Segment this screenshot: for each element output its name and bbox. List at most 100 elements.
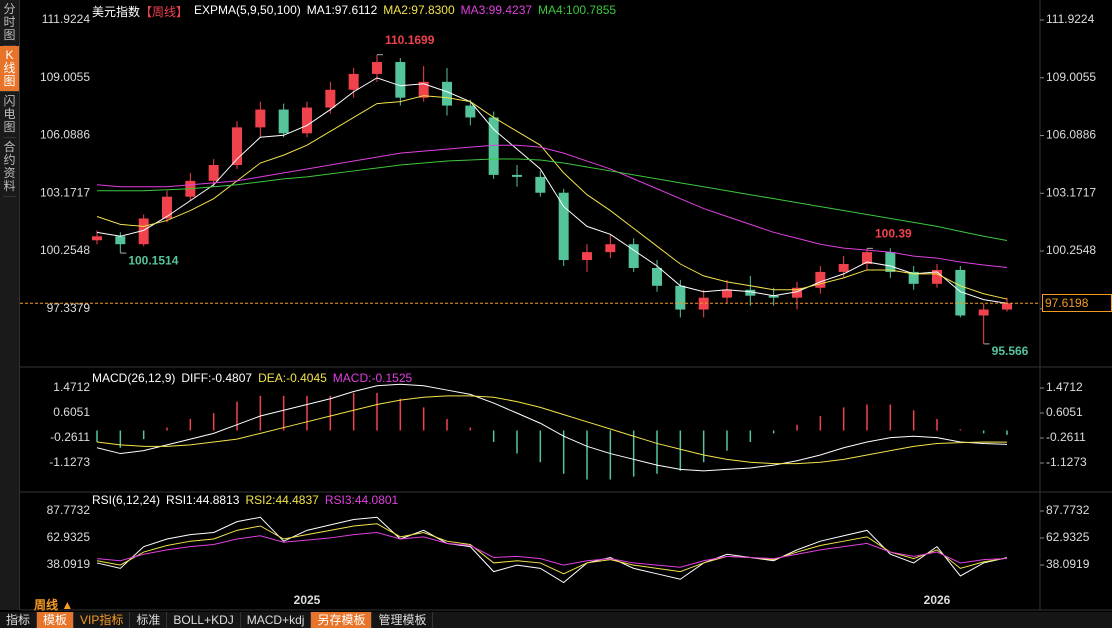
candle-body: [535, 176, 546, 193]
rsi-header: RSI(6,12,24) RSI1:44.8813 RSI2:44.4837 RSI…: [92, 493, 398, 507]
candle-body: [675, 285, 686, 310]
period: 【周线】: [140, 5, 189, 19]
indicator: EXPMA(5,9,50,100): [194, 3, 301, 17]
candle-body: [348, 73, 359, 90]
candle-body: [488, 117, 499, 175]
legend-entry: MA3:99.4237: [460, 3, 533, 17]
y-tick-label-right: 87.7732: [1046, 503, 1090, 517]
annotation: 100.39: [875, 227, 912, 241]
series-line: [96, 95, 1008, 300]
legend-entry: RSI2:44.4837: [245, 493, 319, 507]
candle-body: [815, 271, 826, 288]
y-tick-label-right: 109.0055: [1046, 70, 1096, 84]
toolbar-tab[interactable]: 另存模板: [311, 612, 373, 628]
chart: 111.9224 111.9224 109.0055 109.0055 106.0886…: [20, 0, 1112, 611]
y-tick-label-right: 100.2548: [1046, 243, 1096, 257]
legend-entry: DEA:-0.4045: [258, 371, 327, 385]
toolbar: 指标 模板 VIP指标 标准 BOLL+KDJ MACD+kdj 另存模板 管理模板: [0, 612, 1112, 628]
legend-entry: MA2:97.8300: [383, 3, 455, 17]
legend-entry: MA1:97.6112: [306, 3, 378, 17]
toolbar-tab[interactable]: 管理模板: [372, 612, 434, 628]
annotation: 110.1699: [385, 33, 435, 47]
legend-entry: RSI3:44.0801: [324, 493, 399, 507]
macd-header: MACD(26,12,9) DIFF:-0.4807 DEA:-0.4045 MAC…: [92, 371, 412, 385]
candle-body: [372, 62, 382, 74]
candle-body: [442, 81, 452, 106]
toolbar-tab[interactable]: VIP指标: [74, 612, 131, 628]
candle-body: [932, 269, 942, 284]
y-tick-label: 109.0055: [40, 70, 90, 84]
candle-body: [162, 196, 172, 219]
y-tick-label: 62.9325: [47, 530, 91, 544]
candle-body: [838, 264, 849, 272]
series-line: [96, 523, 1008, 575]
candle-body: [885, 252, 896, 272]
toolbar-tab[interactable]: MACD+kdj: [241, 612, 312, 628]
candle-body: [722, 289, 732, 298]
y-tick-label: 106.0886: [40, 128, 90, 142]
sidebar-tab[interactable]: 分时图: [3, 0, 16, 46]
candle-body: [768, 295, 779, 298]
period: 周线: [34, 598, 59, 612]
candle-body: [792, 287, 802, 298]
series-line: [96, 383, 1008, 472]
candle-body: [1002, 303, 1012, 310]
y-tick-label-right: 111.9224: [1046, 12, 1095, 26]
series-line: [96, 531, 1008, 568]
y-tick-label: 0.6051: [53, 405, 90, 419]
series-line: [96, 144, 1008, 268]
y-tick-label-right: 103.1717: [1046, 185, 1096, 199]
candle-body: [302, 107, 312, 134]
candle-body: [698, 297, 709, 310]
sidebar-tab[interactable]: K线图: [0, 46, 19, 92]
x-tick-label: 2025: [294, 593, 321, 607]
candle-body: [558, 192, 569, 261]
y-tick-label-right: -1.1273: [1046, 455, 1087, 469]
sidebar-tab[interactable]: 闪电图: [3, 92, 16, 138]
toolbar-tab[interactable]: 指标: [0, 612, 38, 628]
candle-body: [278, 109, 289, 134]
y-tick-label-right: 1.4712: [1046, 380, 1083, 394]
sidebar-tab[interactable]: 合约资料: [3, 138, 16, 197]
panel-title: MACD(26,12,9): [92, 371, 176, 385]
y-tick-label: 100.2548: [40, 243, 90, 257]
candle-body: [115, 236, 126, 245]
period-label: 周线 ▲: [34, 598, 74, 612]
y-tick-label: 97.3379: [47, 301, 91, 315]
candle-body: [208, 165, 219, 181]
legend-entry: MACD:-0.1525: [332, 371, 413, 385]
x-tick-label: 2026: [924, 593, 951, 607]
toolbar-tab[interactable]: BOLL+KDJ: [167, 612, 241, 628]
series-line: [96, 77, 1008, 304]
candle-body: [325, 89, 336, 108]
annotation: 100.1514: [128, 253, 178, 267]
candle-body: [582, 252, 592, 261]
legend-entry: DIFF:-0.4807: [181, 371, 253, 385]
candle-body: [138, 218, 149, 245]
candle-body: [955, 269, 966, 316]
candle-body: [652, 267, 662, 286]
series-line: [96, 516, 1008, 584]
candle-body: [395, 62, 406, 98]
sidebar: 分时图 K线图 闪电图 合约资料: [0, 0, 20, 610]
y-tick-label: -0.2611: [50, 430, 90, 444]
candle-body: [745, 289, 756, 296]
candle-body: [908, 271, 919, 284]
y-tick-label: 103.1717: [40, 185, 90, 199]
candle-body: [232, 127, 242, 165]
y-tick-label: 38.0919: [47, 557, 91, 571]
candle-body: [605, 244, 616, 253]
legend-entry: MA4:100.7855: [538, 3, 617, 17]
toolbar-tab[interactable]: 模板: [37, 612, 75, 628]
y-tick-label: -1.1273: [49, 455, 90, 469]
candle-body: [978, 309, 989, 316]
toolbar-tab[interactable]: 标准: [130, 612, 168, 628]
last-price-label: 97.6198: [1042, 294, 1112, 313]
y-tick-label: 111.9224: [42, 12, 91, 26]
y-tick-label-right: 106.0886: [1046, 128, 1096, 142]
candle-body: [92, 236, 102, 241]
y-tick-label-right: 62.9325: [1046, 530, 1090, 544]
candle-body: [628, 244, 639, 268]
series-line: [97, 158, 1008, 242]
